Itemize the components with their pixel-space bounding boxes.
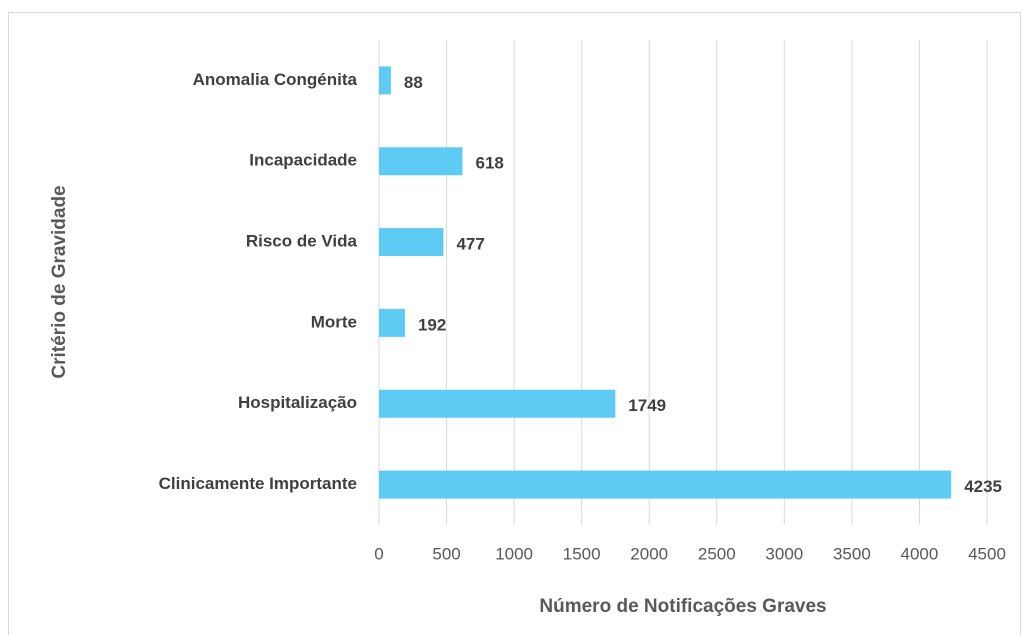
value-label: 477 [456, 235, 484, 254]
x-tick-label: 500 [432, 544, 460, 563]
x-tick-label: 0 [374, 544, 383, 563]
y-axis-label: Critério de Gravidade [49, 185, 70, 378]
value-label: 88 [404, 73, 423, 92]
y-tick-label: Incapacidade [249, 151, 357, 170]
x-tick-label: 1000 [495, 544, 533, 563]
y-tick-label: Clinicamente Importante [159, 474, 357, 493]
value-label: 1749 [628, 396, 666, 415]
value-label: 192 [418, 315, 446, 334]
bar [379, 470, 952, 499]
x-tick-label: 4000 [901, 544, 939, 563]
value-label: 4235 [964, 477, 1002, 496]
x-tick-label: 3500 [833, 544, 871, 563]
bar [379, 66, 391, 95]
x-tick-label: 1500 [563, 544, 601, 563]
x-axis-label: Número de Notificações Graves [539, 596, 826, 617]
x-tick-label: 4500 [968, 544, 1006, 563]
value-label: 618 [475, 154, 503, 173]
bar [379, 228, 444, 257]
bar [379, 308, 405, 337]
chart-frame [8, 12, 1021, 635]
bar [379, 147, 463, 176]
y-tick-label: Hospitalização [238, 393, 357, 412]
y-tick-label: Anomalia Congénita [193, 70, 358, 89]
x-tick-label: 2000 [630, 544, 668, 563]
y-tick-label: Morte [311, 312, 357, 331]
x-tick-label: 2500 [698, 544, 736, 563]
y-tick-label: Risco de Vida [246, 232, 358, 251]
bar [379, 389, 616, 418]
x-tick-label: 3000 [765, 544, 803, 563]
